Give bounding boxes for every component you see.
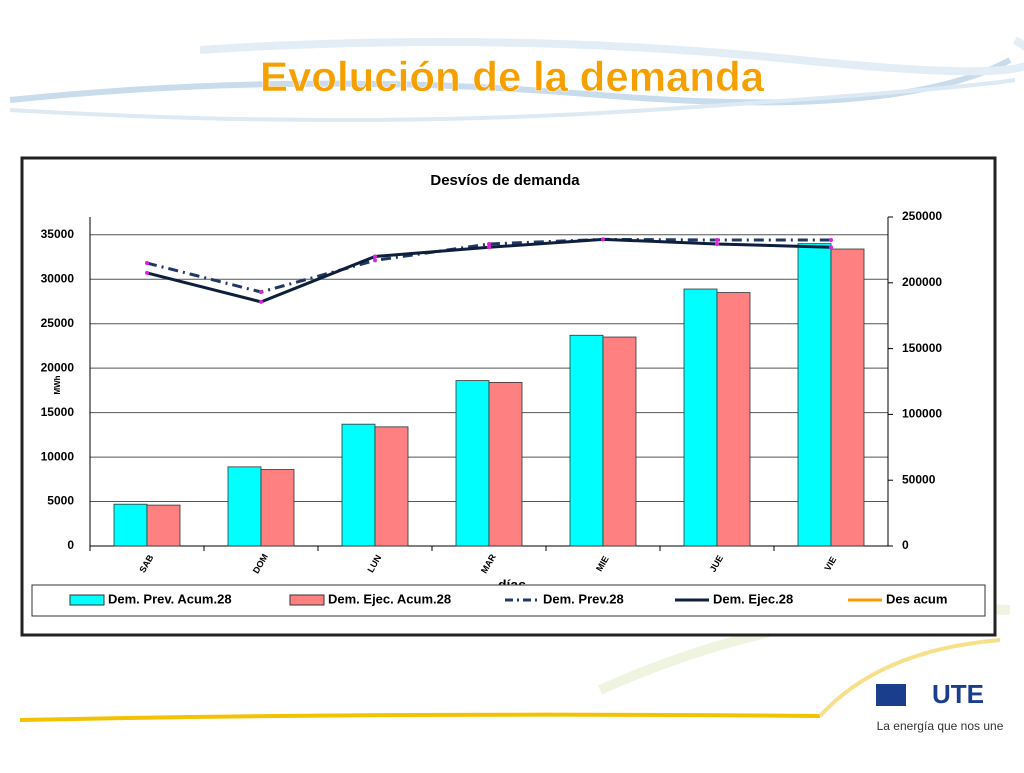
point	[829, 245, 833, 250]
bar	[374, 426, 409, 547]
y2-tick-label: 50000	[902, 472, 936, 486]
bar	[488, 381, 523, 547]
point	[715, 241, 719, 246]
bar	[227, 466, 262, 547]
point	[487, 241, 491, 246]
bar	[602, 336, 637, 547]
bar	[113, 503, 148, 547]
slide-title: Evolución de la demanda	[260, 53, 765, 100]
point	[829, 238, 833, 243]
legend-label: Dem. Prev. Acum.28	[108, 591, 232, 606]
point	[259, 290, 263, 295]
y2-tick-label: 100000	[902, 407, 942, 421]
y-tick-label: 35000	[41, 227, 75, 241]
y-tick-label: 15000	[41, 405, 75, 419]
point	[601, 237, 605, 242]
legend-label: Dem. Ejec. Acum.28	[328, 591, 451, 606]
y2-tick-label: 0	[902, 538, 909, 552]
y2-tick-label: 150000	[902, 341, 942, 355]
point	[373, 254, 377, 259]
bar	[455, 380, 490, 547]
y-tick-label: 0	[67, 538, 74, 552]
y-tick-label: 10000	[41, 449, 75, 463]
y-axis-label: MWh	[53, 375, 62, 394]
logo-tagline: La energía que nos une	[877, 719, 1004, 733]
point	[145, 270, 149, 275]
y-tick-label: 20000	[41, 360, 75, 374]
point	[145, 261, 149, 266]
legend-label: Dem. Prev.28	[543, 591, 624, 606]
bar	[260, 469, 295, 547]
y2-tick-label: 200000	[902, 275, 942, 289]
logo-mark	[876, 684, 906, 706]
bar	[683, 288, 718, 547]
legend-label: Des acum	[886, 591, 947, 606]
y2-tick-label: 250000	[902, 209, 942, 223]
chart-title: Desvíos de demanda	[430, 172, 580, 189]
bar	[341, 423, 376, 547]
point	[715, 238, 719, 243]
logo: UTE La energía que nos une	[876, 679, 1004, 733]
y-tick-label: 5000	[47, 494, 74, 508]
y-tick-label: 25000	[41, 316, 75, 330]
bar	[797, 243, 832, 547]
legend-swatch	[69, 594, 105, 606]
bar	[830, 248, 865, 547]
bar	[146, 504, 181, 547]
bar	[716, 292, 751, 547]
point	[487, 245, 491, 250]
legend-swatch	[289, 594, 325, 606]
legend-label: Dem. Ejec.28	[713, 591, 793, 606]
point	[373, 258, 377, 263]
logo-name: UTE	[932, 679, 984, 709]
bar	[569, 334, 604, 547]
point	[259, 299, 263, 304]
y-tick-label: 30000	[41, 271, 75, 285]
